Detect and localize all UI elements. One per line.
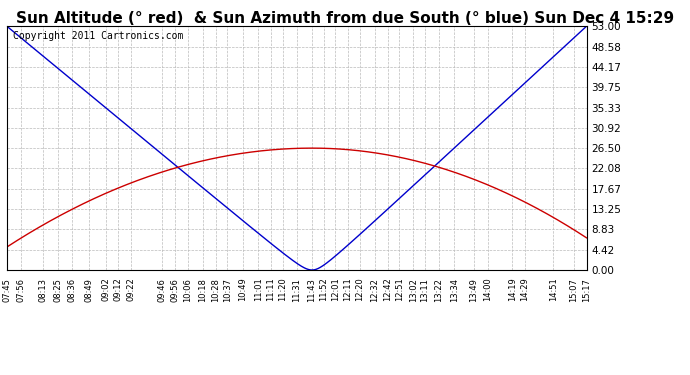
Text: Copyright 2011 Cartronics.com: Copyright 2011 Cartronics.com (12, 31, 183, 41)
Text: Sun Altitude (° red)  & Sun Azimuth from due South (° blue) Sun Dec 4 15:29: Sun Altitude (° red) & Sun Azimuth from … (16, 11, 674, 26)
